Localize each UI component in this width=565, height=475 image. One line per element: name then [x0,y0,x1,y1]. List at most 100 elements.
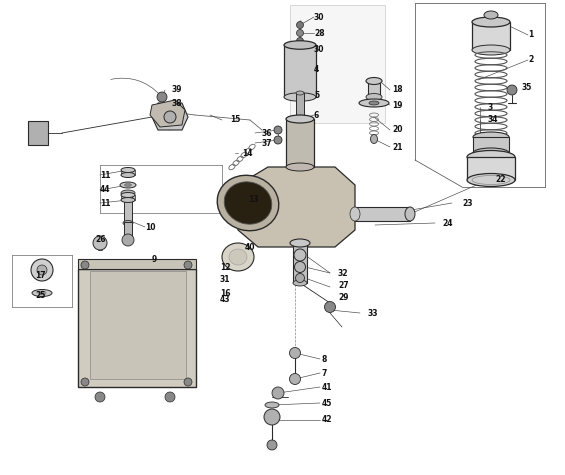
Ellipse shape [286,163,314,171]
Text: 45: 45 [322,399,332,408]
Circle shape [274,126,282,134]
Circle shape [289,373,301,384]
Bar [467,157,515,180]
Circle shape [289,348,301,359]
Circle shape [81,261,89,269]
Ellipse shape [350,207,360,221]
Bar [355,207,410,221]
Ellipse shape [222,243,254,271]
Ellipse shape [473,132,509,142]
Ellipse shape [359,99,389,107]
Bar [78,269,196,387]
Text: 26: 26 [95,236,106,245]
Polygon shape [152,103,188,130]
Text: 8: 8 [322,354,327,363]
Ellipse shape [217,175,279,231]
Bar [473,137,509,153]
Ellipse shape [224,182,272,224]
Bar [28,121,48,145]
Text: 27: 27 [338,281,349,289]
Circle shape [31,259,53,281]
Text: 11: 11 [100,171,111,180]
Ellipse shape [284,41,316,49]
Text: 20: 20 [392,125,402,134]
Circle shape [274,136,282,144]
Circle shape [297,21,303,28]
Circle shape [272,387,284,399]
Text: 42: 42 [322,416,332,425]
Circle shape [122,234,134,246]
Circle shape [294,249,306,261]
Text: 10: 10 [145,222,155,231]
Ellipse shape [121,192,135,198]
Circle shape [184,261,192,269]
Circle shape [297,38,303,45]
Text: 43: 43 [220,295,231,304]
Bar [368,81,380,97]
Text: 11: 11 [100,199,111,208]
Bar [286,119,314,167]
Text: 5: 5 [314,91,319,99]
Text: 38: 38 [172,98,182,107]
Text: 40: 40 [245,243,255,251]
Text: 35: 35 [522,83,532,92]
Ellipse shape [38,291,46,295]
Ellipse shape [284,93,316,101]
Bar [124,222,132,240]
Text: 41: 41 [322,382,332,391]
Text: 18: 18 [392,86,403,95]
Circle shape [324,302,336,313]
Ellipse shape [296,91,304,95]
Circle shape [184,378,192,386]
Bar [472,22,510,50]
Ellipse shape [32,289,52,296]
Text: 17: 17 [35,270,46,279]
Text: 13: 13 [248,196,259,205]
Ellipse shape [371,134,377,143]
Bar [290,5,385,123]
Bar [121,195,135,200]
Ellipse shape [472,17,510,27]
Text: 22: 22 [495,175,506,184]
Circle shape [165,392,175,402]
Ellipse shape [290,239,310,247]
Text: 3: 3 [488,103,493,112]
Ellipse shape [121,172,135,178]
Text: 23: 23 [462,199,472,208]
Ellipse shape [265,402,279,408]
Ellipse shape [124,183,132,187]
Text: 36: 36 [262,129,272,137]
Ellipse shape [484,11,498,19]
Bar [78,259,196,269]
Ellipse shape [467,151,515,163]
Text: 24: 24 [442,218,453,228]
Bar [293,243,307,283]
Text: 29: 29 [338,293,349,302]
Circle shape [164,111,176,123]
Text: 12: 12 [220,263,231,272]
Text: 9: 9 [152,256,157,265]
Circle shape [294,262,306,273]
Text: 15: 15 [230,115,240,124]
Circle shape [37,265,47,275]
Text: 30: 30 [314,46,324,55]
Circle shape [157,92,167,102]
Text: 21: 21 [392,142,402,152]
Bar [284,45,316,97]
Circle shape [93,236,107,250]
Circle shape [295,274,305,283]
Ellipse shape [120,182,136,188]
Text: 44: 44 [100,186,111,194]
Text: 16: 16 [220,288,231,297]
Text: 31: 31 [220,276,231,285]
Ellipse shape [467,173,515,187]
Circle shape [507,85,517,95]
Polygon shape [150,100,185,127]
Text: 33: 33 [368,308,379,317]
Bar [121,170,135,175]
Circle shape [297,29,303,37]
Text: 19: 19 [392,101,402,110]
Ellipse shape [473,148,509,158]
Ellipse shape [229,249,247,265]
Circle shape [95,392,105,402]
